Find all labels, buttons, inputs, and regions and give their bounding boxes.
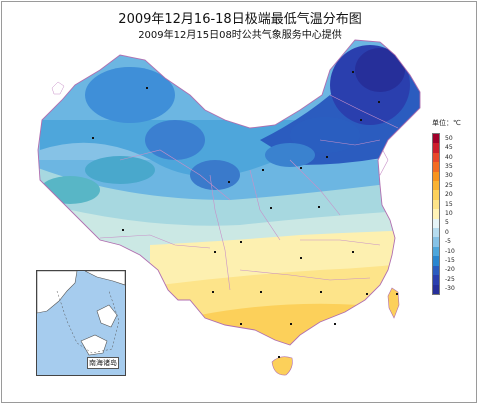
city-marker — [378, 100, 381, 105]
legend-swatch — [433, 171, 439, 182]
legend-tick-label: 30 — [445, 172, 453, 180]
legend-swatch — [433, 134, 439, 144]
legend-tick-label: -15 — [445, 257, 455, 265]
hainan-island — [271, 356, 293, 376]
legend-tick-label: 45 — [445, 144, 453, 152]
legend-swatch — [433, 246, 439, 257]
map-subtitle: 2009年12月15日08时公共气象服务中心提供 — [138, 30, 342, 41]
city-marker — [278, 355, 281, 360]
city-marker — [352, 250, 355, 255]
city-marker — [212, 290, 215, 295]
taiwan-island — [387, 287, 400, 319]
city-marker — [334, 322, 337, 327]
legend-tick-label: 10 — [445, 210, 453, 217]
country-border — [37, 39, 421, 346]
legend-unit-label: 单位：℃ — [432, 119, 461, 127]
city-marker — [366, 292, 369, 297]
city-marker — [240, 240, 243, 245]
legend-swatch — [433, 256, 439, 266]
legend-tick-label: 40 — [445, 153, 453, 161]
map-title: 2009年12月16-18日极端最低气温分布图 — [118, 12, 362, 27]
legend-swatch — [433, 181, 439, 191]
city-marker — [262, 168, 265, 173]
city-marker — [122, 228, 125, 233]
city-marker — [300, 256, 303, 261]
city-marker — [290, 322, 293, 327]
legend-tick-label: -20 — [445, 266, 455, 274]
legend-tick-label: 20 — [445, 191, 453, 199]
city-marker — [318, 205, 321, 210]
city-marker — [146, 86, 149, 91]
legend-tick-label: 35 — [445, 162, 453, 170]
city-marker — [360, 118, 363, 123]
city-marker — [300, 166, 303, 171]
legend-tick-label: 25 — [445, 181, 453, 189]
city-marker — [270, 206, 273, 211]
province-boundaries — [99, 94, 399, 291]
legend-tick-label: 50 — [445, 134, 453, 142]
legend-swatch — [433, 152, 439, 163]
legend-tick-label: 15 — [445, 200, 453, 208]
legend-swatch — [433, 237, 439, 247]
legend-tick-label: -5 — [445, 238, 451, 246]
legend-swatch — [433, 265, 439, 276]
south-china-sea-inset: 南海诸岛 — [36, 270, 126, 376]
legend-swatch — [433, 209, 439, 219]
legend-tick-label: 5 — [445, 219, 449, 227]
legend-tick-label: -10 — [445, 247, 455, 255]
legend-swatch — [433, 190, 439, 200]
city-marker — [320, 290, 323, 295]
city-marker — [240, 322, 243, 327]
legend-color-bar — [432, 133, 440, 295]
legend-swatch — [433, 275, 439, 285]
city-marker — [92, 136, 95, 141]
legend-tick-label: -30 — [445, 285, 455, 293]
legend-swatch — [433, 228, 439, 238]
city-marker — [396, 292, 399, 297]
legend-tick-label: -25 — [445, 275, 455, 283]
city-marker — [352, 70, 355, 75]
city-marker — [326, 155, 329, 160]
legend-swatch — [433, 199, 439, 210]
city-marker — [214, 250, 217, 255]
legend-swatch — [433, 143, 439, 153]
legend-swatch — [433, 284, 439, 294]
legend-swatch — [433, 162, 439, 172]
inset-label: 南海诸岛 — [87, 357, 119, 369]
legend-swatch — [433, 218, 439, 229]
city-marker — [260, 290, 263, 295]
city-marker — [228, 180, 231, 185]
inset-map — [36, 270, 126, 356]
lake-shape — [51, 81, 65, 95]
legend-tick-label: 0 — [445, 228, 449, 236]
